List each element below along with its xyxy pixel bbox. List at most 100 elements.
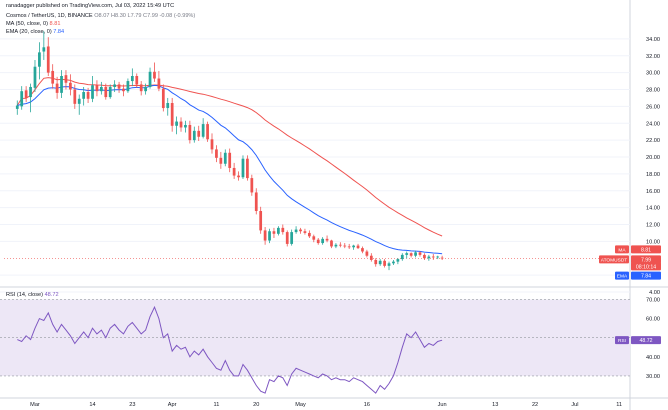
- candle-body: [325, 238, 329, 241]
- candle-body: [338, 244, 342, 246]
- ema-legend-label: EMA (20, close, 0): [6, 29, 52, 35]
- candle-body: [24, 90, 28, 98]
- price-tick-label: 30.00: [646, 71, 660, 77]
- symbol-title: Cosmos / TetherUS, 1D, BINANCE: [6, 13, 93, 19]
- rsi-tick-label: 40.00: [646, 355, 660, 361]
- candle-body: [440, 257, 444, 259]
- candle-body: [299, 229, 302, 232]
- time-tick-label: Mar: [30, 402, 40, 408]
- symbol-line: Cosmos / TetherUS, 1D, BINANCE O8.07 H8.…: [6, 13, 195, 19]
- candle-body: [130, 76, 134, 82]
- candle-body: [414, 252, 417, 256]
- candle-body: [46, 46, 50, 73]
- ma-legend: MA (50, close, 0) 8.81: [6, 21, 60, 27]
- price-tick-label: 10.00: [646, 239, 660, 245]
- candle-body: [409, 253, 413, 256]
- candle-body: [246, 158, 249, 179]
- ma-50-path: [16, 77, 443, 237]
- ma-legend-label: MA (50, close, 0): [6, 21, 48, 27]
- candle-body: [15, 105, 19, 109]
- rsi-badge-tag-text: RSI: [618, 338, 626, 344]
- price-tick-label: 12.00: [646, 223, 660, 229]
- time-tick-label: 11: [616, 402, 622, 408]
- candle-body: [29, 86, 32, 98]
- candle-body: [365, 251, 369, 256]
- candle-body: [161, 88, 165, 109]
- time-tick-label: Apr: [168, 402, 177, 408]
- time-tick-label: 11: [214, 402, 220, 408]
- price-tick-label: 4.00: [649, 290, 660, 296]
- time-tick-label: 23: [129, 402, 135, 408]
- candle-body: [184, 124, 187, 128]
- time-tick-label: Jul: [571, 402, 578, 408]
- candle-body: [307, 232, 311, 237]
- ma-legend-value: 8.81: [49, 21, 61, 27]
- badge-value-text: 08:10:14: [636, 264, 656, 270]
- candle-body: [170, 103, 174, 126]
- candle-body: [250, 178, 254, 193]
- candle-body: [33, 66, 37, 88]
- candle-body: [219, 157, 223, 164]
- candle-body: [294, 229, 298, 233]
- rsi-band: [0, 299, 630, 376]
- rsi-tick-label: 70.00: [646, 298, 660, 304]
- price-tick-label: 34.00: [646, 37, 660, 43]
- candle-body: [263, 230, 267, 241]
- candle-body: [374, 259, 378, 265]
- ema-legend: EMA (20, close, 0) 7.84: [6, 29, 64, 35]
- ema-legend-value: 7.84: [53, 29, 65, 35]
- candle-body: [166, 103, 170, 109]
- candle-body: [400, 254, 404, 260]
- rsi-legend: RSI (14, close) 48.72: [6, 292, 59, 298]
- badge-tag-text: MA: [618, 247, 626, 253]
- candle-body: [303, 231, 307, 233]
- price-tick-label: 16.00: [646, 189, 660, 195]
- badge-value-bg: [631, 245, 661, 254]
- candle-body: [423, 254, 426, 259]
- time-tick-label: Jun: [438, 402, 447, 408]
- badge-value-text: 8.81: [641, 247, 651, 253]
- candle-body: [352, 245, 355, 248]
- badge-value-text: 7.99: [641, 257, 651, 263]
- candlestick-series: [15, 31, 444, 271]
- candle-body: [405, 253, 409, 255]
- candle-body: [334, 244, 338, 247]
- candle-body: [86, 92, 90, 99]
- candle-body: [99, 86, 103, 92]
- candle-body: [210, 139, 214, 150]
- time-tick-label: 22: [532, 402, 538, 408]
- candle-body: [135, 76, 139, 85]
- candle-body: [378, 260, 382, 265]
- candle-body: [228, 152, 232, 168]
- candle-body: [126, 81, 130, 92]
- candle-body: [108, 86, 112, 98]
- candle-body: [64, 75, 68, 83]
- candle-body: [117, 84, 121, 89]
- candle-body: [369, 255, 373, 260]
- candle-body: [104, 86, 108, 98]
- candle-body: [387, 263, 391, 266]
- candle-body: [139, 84, 143, 92]
- candle-body: [427, 256, 431, 259]
- badge-value-bg: [631, 271, 661, 280]
- candle-body: [122, 88, 125, 92]
- candle-body: [206, 124, 209, 140]
- candle-body: [254, 192, 258, 211]
- candle-body: [343, 245, 347, 247]
- candle-body: [73, 89, 77, 104]
- candle-body: [383, 260, 386, 266]
- rsi-badge-tag-bg: [615, 336, 629, 345]
- candle-body: [290, 232, 294, 244]
- candle-body: [91, 85, 94, 99]
- candle-body: [285, 232, 289, 244]
- candle-body: [277, 227, 280, 234]
- candle-body: [241, 158, 245, 178]
- candle-body: [232, 167, 236, 176]
- price-tick-label: 20.00: [646, 155, 660, 161]
- candle-body: [51, 70, 55, 84]
- badge-tag-bg: [615, 271, 629, 280]
- candle-body: [188, 124, 192, 141]
- price-tick-label: 14.00: [646, 206, 660, 212]
